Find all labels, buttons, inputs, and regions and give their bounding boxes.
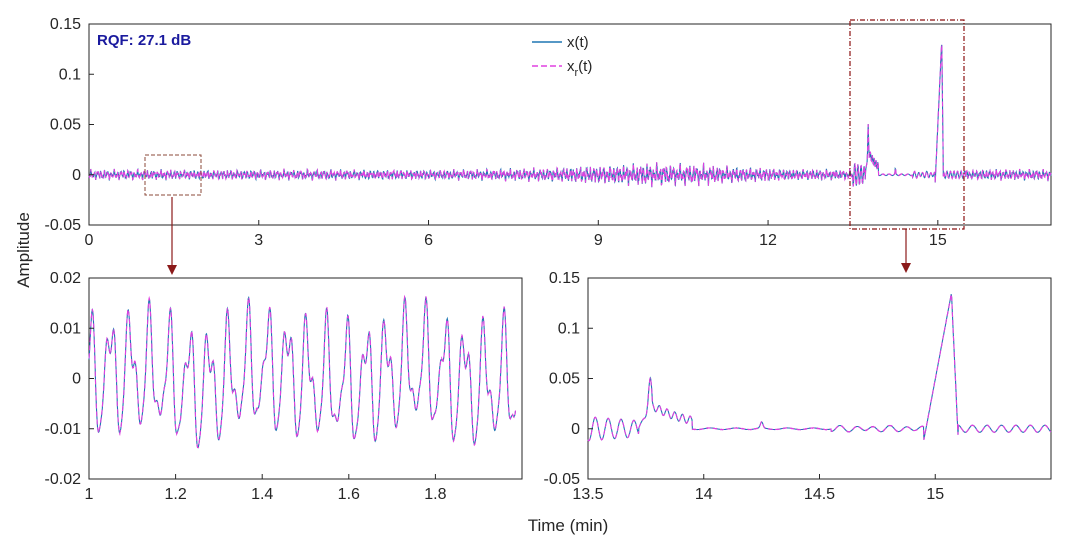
top-ytick-label: 0.15 <box>50 16 81 33</box>
legend-xr-label: xr(t) <box>567 58 592 79</box>
zoom2-plot-lines <box>587 294 1052 442</box>
top-xtick-label: 3 <box>254 232 263 249</box>
rqf-annotation: RQF: 27.1 dB <box>97 32 191 49</box>
top-axes-frame <box>88 23 1052 226</box>
top-xtick-label: 9 <box>594 232 603 249</box>
top-xtick-label: 6 <box>424 232 433 249</box>
zoom1-ytick-label: -0.01 <box>45 421 82 438</box>
zoom1-ytick-label: 0.01 <box>50 320 81 337</box>
zoom1-xtick-label: 1.4 <box>251 486 273 503</box>
zoom2-ytick-label: 0.1 <box>558 320 580 337</box>
top-ytick-label: 0.1 <box>59 66 81 83</box>
y-axis-label: Amplitude <box>14 212 33 288</box>
top-xtick-label: 15 <box>929 232 947 249</box>
zoom2-ytick-label: -0.05 <box>544 471 581 488</box>
zoom1-axes-frame <box>88 277 523 480</box>
zoom1-ytick-label: 0 <box>72 371 81 388</box>
zoom2-ytick-label: 0.15 <box>549 270 580 287</box>
zoom2-xtick-label: 14 <box>695 486 713 503</box>
arrow-to-zoom2 <box>901 229 911 273</box>
top-ytick-label: 0 <box>72 167 81 184</box>
zoom2-xtick-label: 15 <box>926 486 944 503</box>
zoom2-axes-frame <box>587 277 1052 480</box>
zoom2-ytick-label: 0.05 <box>549 371 580 388</box>
zoom1-xtick-label: 1 <box>85 486 94 503</box>
top-plot-lines <box>88 44 1052 188</box>
zoom-region-small <box>144 154 202 196</box>
legend-x-label: x(t) <box>567 34 589 51</box>
legend: x(t) xr(t) <box>532 34 592 79</box>
x-axis-label: Time (min) <box>528 516 609 535</box>
zoom2-xtick-label: 14.5 <box>804 486 835 503</box>
top-xtick-label: 0 <box>85 232 94 249</box>
zoom1-xtick-label: 1.2 <box>164 486 186 503</box>
zoom1-plot-lines <box>88 294 517 449</box>
zoom1-ytick-label: -0.02 <box>45 471 82 488</box>
zoom2-series-xr <box>587 294 1052 442</box>
top-ytick-label: 0.05 <box>50 117 81 134</box>
zoom-region-large <box>849 19 965 230</box>
zoom1-ytick-label: 0.02 <box>50 270 81 287</box>
zoom1-xtick-label: 1.6 <box>338 486 360 503</box>
arrow-to-zoom1 <box>167 197 177 275</box>
zoom1-series-x <box>88 295 517 449</box>
zoom1-xtick-label: 1.8 <box>424 486 446 503</box>
top-xtick-label: 12 <box>759 232 777 249</box>
top-series-xr <box>88 44 1052 188</box>
zoom2-xtick-label: 13.5 <box>572 486 603 503</box>
top-ytick-label: -0.05 <box>45 217 82 234</box>
zoom2-ytick-label: 0 <box>571 421 580 438</box>
